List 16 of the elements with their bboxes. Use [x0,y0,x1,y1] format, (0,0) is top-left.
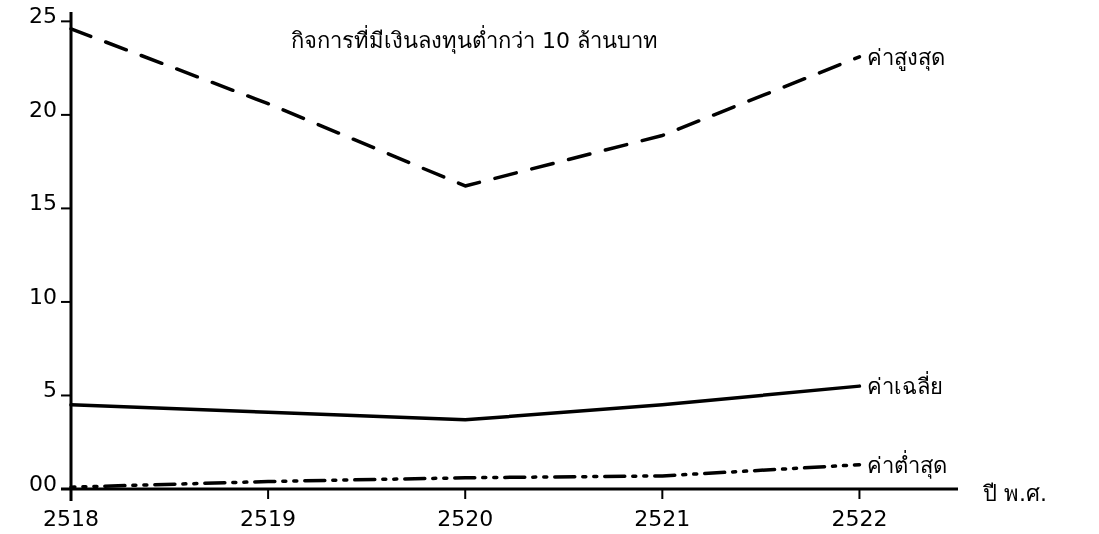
y-tick-label: 20 [29,96,57,122]
x-tick-label: 2518 [43,506,99,531]
x-tick-label: 2521 [634,506,691,531]
y-tick-label: 5 [43,377,57,403]
y-tick-label: 00 [29,471,57,496]
y-tick-label: 10 [29,283,57,309]
series-label: ค่าต่ำสุด [867,449,948,479]
text: กิจการที่มีเงินลงทุนต่ำกว่า 10 ล้านบาท [291,25,658,54]
series-label: ค่าเฉลี่ย [867,371,944,400]
y-tick-label: 25 [29,3,57,29]
y-tick-label: 15 [29,190,57,216]
x-tick-label: 2522 [831,506,888,531]
x-tick-label: 2520 [437,506,494,531]
x-tick-label: 2519 [240,506,297,531]
x-axis-title: ปี พ.ศ. [982,481,1047,506]
series-label: ค่าสูงสุด [867,44,946,71]
